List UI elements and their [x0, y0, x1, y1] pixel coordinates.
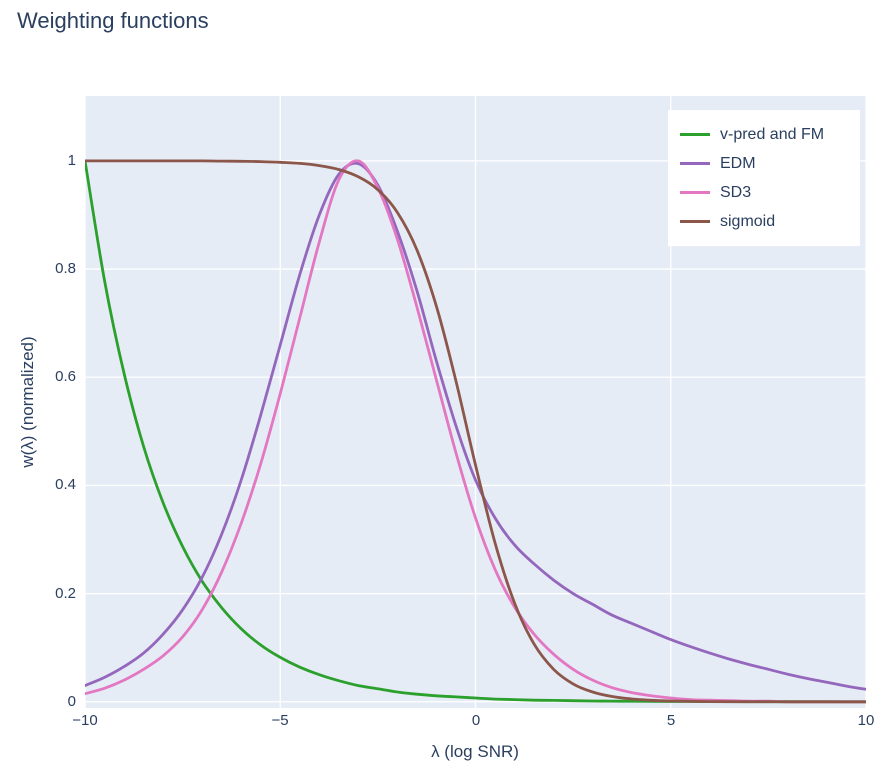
y-axis-title: w(λ) (normalized): [18, 336, 37, 468]
chart-title: Weighting functions: [17, 8, 209, 33]
plot-canvas[interactable]: v-pred and FM EDM SD3 sigmoid: [85, 96, 866, 708]
plot-svg: [85, 96, 866, 708]
x-tick-label: 10: [857, 712, 875, 729]
legend-label: sigmoid: [720, 212, 776, 230]
legend-item-sigmoid[interactable]: sigmoid: [680, 207, 844, 236]
x-tick-label: 5: [666, 712, 676, 729]
legend-item-sd3[interactable]: SD3: [680, 178, 844, 207]
y-tick-label: 0.4: [55, 476, 76, 493]
y-tick-label: 0: [67, 693, 76, 710]
x-tick-label: −10: [72, 712, 98, 729]
y-tick-label: 0.8: [55, 260, 76, 277]
legend-swatch: [680, 162, 710, 165]
legend-label: v-pred and FM: [720, 125, 825, 143]
legend: v-pred and FM EDM SD3 sigmoid: [668, 110, 860, 246]
legend-item-edm[interactable]: EDM: [680, 149, 844, 178]
legend-swatch: [680, 191, 710, 194]
series-line-edm[interactable]: [85, 161, 866, 691]
y-tick-label: 0.2: [55, 585, 76, 602]
y-tick-label: 1: [67, 152, 76, 169]
legend-label: SD3: [720, 183, 752, 201]
legend-swatch: [680, 220, 710, 223]
y-tick-label: 0.6: [55, 368, 76, 385]
x-tick-label: 0: [471, 712, 481, 729]
legend-item-v-pred-and-fm[interactable]: v-pred and FM: [680, 120, 844, 149]
legend-swatch: [680, 133, 710, 136]
series-line-sigmoid[interactable]: [85, 159, 866, 704]
x-axis-title: λ (log SNR): [431, 742, 519, 761]
legend-label: EDM: [720, 154, 756, 172]
x-tick-label: −5: [271, 712, 289, 729]
